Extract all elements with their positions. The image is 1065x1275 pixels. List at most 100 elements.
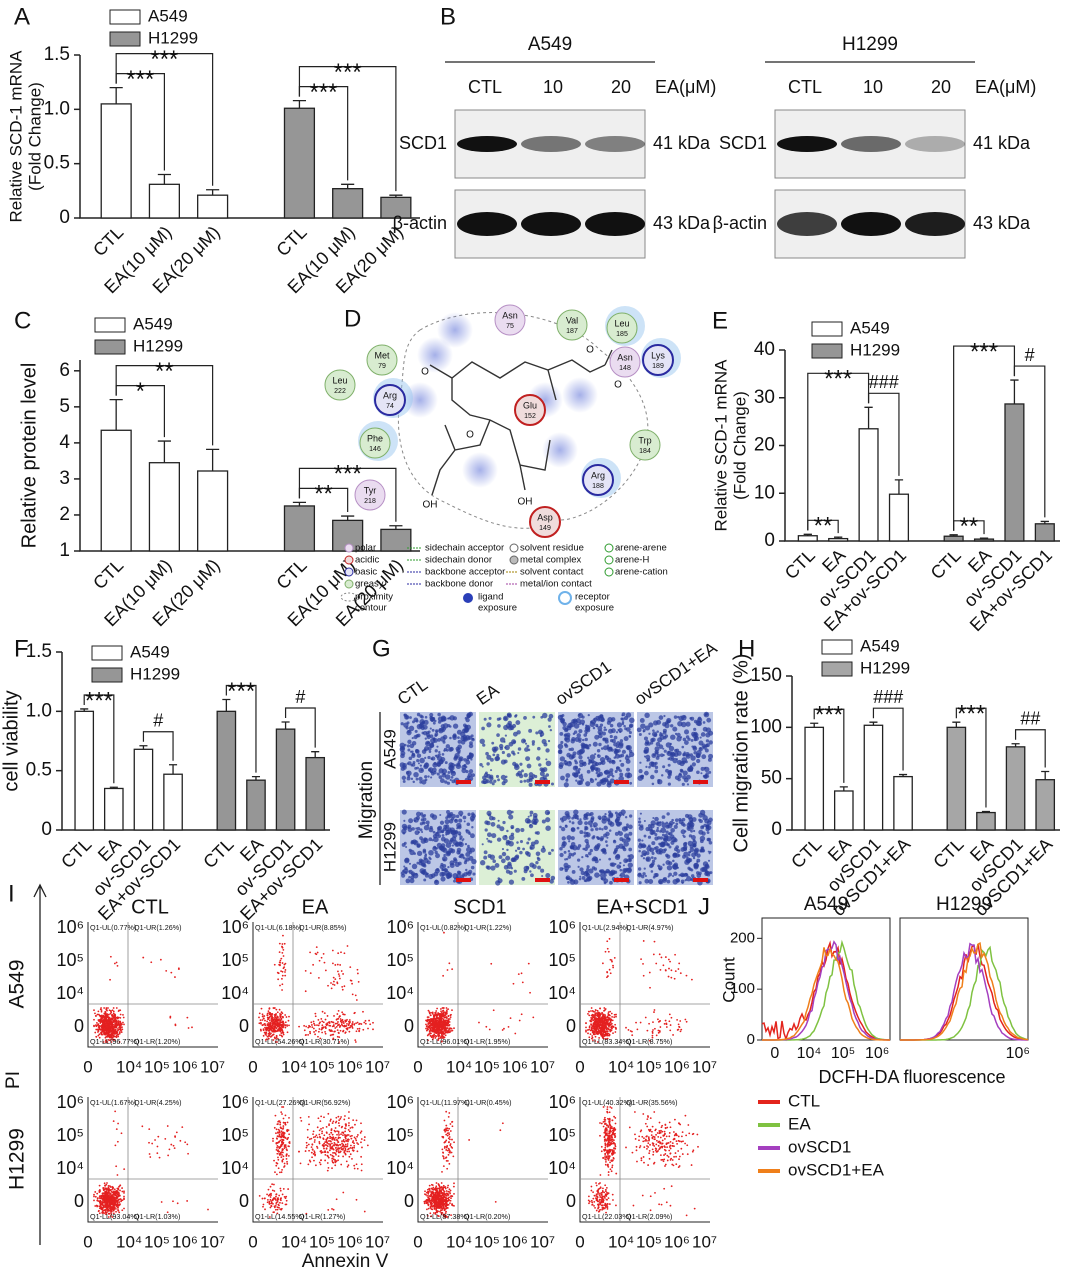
cell bbox=[611, 871, 615, 875]
event bbox=[122, 1013, 124, 1016]
cell bbox=[691, 835, 696, 840]
event bbox=[283, 942, 286, 945]
error-bar bbox=[1010, 379, 1019, 404]
cell bbox=[611, 738, 616, 744]
cell bbox=[653, 873, 658, 878]
error-bar bbox=[899, 773, 908, 777]
event bbox=[336, 1013, 339, 1015]
event bbox=[332, 983, 334, 986]
cell bbox=[562, 721, 567, 727]
event bbox=[635, 1021, 637, 1024]
scale-bar bbox=[456, 780, 471, 784]
cell bbox=[575, 779, 578, 782]
cell bbox=[571, 821, 575, 825]
event bbox=[331, 949, 334, 952]
cell bbox=[657, 737, 663, 743]
cell bbox=[413, 734, 418, 740]
cell bbox=[415, 811, 421, 817]
cell bbox=[579, 830, 584, 835]
cell bbox=[682, 753, 686, 757]
event bbox=[668, 967, 670, 970]
event bbox=[351, 1021, 354, 1023]
cell bbox=[641, 874, 645, 879]
cell bbox=[659, 836, 664, 840]
cell bbox=[584, 744, 588, 748]
cell bbox=[452, 735, 457, 741]
event bbox=[667, 975, 670, 978]
scale-bar bbox=[614, 780, 629, 784]
x-tick-label: 10⁴ bbox=[281, 1057, 307, 1076]
cell bbox=[541, 738, 547, 745]
event bbox=[358, 1029, 361, 1032]
event bbox=[111, 1033, 114, 1036]
event bbox=[103, 1033, 105, 1036]
cell bbox=[676, 736, 682, 742]
event bbox=[445, 1009, 448, 1012]
event bbox=[168, 1148, 171, 1151]
cell bbox=[536, 756, 541, 761]
y-tick-label: 1.0 bbox=[26, 700, 52, 721]
event bbox=[149, 1156, 152, 1158]
cell bbox=[506, 753, 511, 758]
x-tick-label: 10⁵ bbox=[144, 1057, 170, 1076]
cell bbox=[626, 745, 631, 750]
x-tick-label: CTL bbox=[272, 555, 310, 593]
event bbox=[358, 1027, 361, 1030]
legend-label: A549 bbox=[133, 314, 173, 333]
event bbox=[266, 1014, 269, 1017]
cell bbox=[436, 762, 441, 767]
cell bbox=[628, 831, 633, 836]
cell bbox=[589, 848, 593, 853]
blot-band bbox=[585, 212, 645, 236]
cell bbox=[505, 839, 510, 844]
cell bbox=[623, 833, 630, 839]
cell bbox=[666, 812, 670, 816]
cell bbox=[419, 721, 425, 727]
cell bbox=[496, 733, 500, 737]
cell bbox=[470, 833, 475, 839]
cell bbox=[584, 737, 588, 742]
event bbox=[311, 1026, 314, 1029]
cell bbox=[408, 875, 411, 879]
cell bbox=[601, 847, 607, 853]
cell bbox=[682, 854, 686, 859]
cell bbox=[448, 716, 451, 720]
event bbox=[159, 958, 162, 961]
event bbox=[334, 978, 337, 980]
event bbox=[276, 1029, 279, 1031]
cell bbox=[423, 748, 427, 752]
y-axis-label: cell viability bbox=[0, 690, 22, 791]
cell bbox=[406, 730, 412, 736]
legend-label: metal/ion contact bbox=[520, 579, 592, 590]
event bbox=[282, 1033, 285, 1036]
event bbox=[281, 943, 284, 945]
event bbox=[369, 1023, 372, 1026]
cell bbox=[613, 742, 618, 747]
cell bbox=[560, 740, 564, 745]
cell bbox=[625, 837, 631, 843]
event bbox=[601, 1016, 604, 1019]
cell bbox=[531, 742, 535, 746]
event bbox=[355, 1030, 358, 1033]
x-tick-label: 0 bbox=[413, 1057, 422, 1076]
cell bbox=[408, 725, 415, 732]
event bbox=[591, 1025, 594, 1027]
cell bbox=[545, 825, 551, 831]
cell bbox=[461, 873, 465, 877]
legend-label: polar bbox=[355, 543, 376, 554]
event bbox=[115, 1007, 118, 1009]
cell bbox=[641, 839, 644, 842]
cell bbox=[609, 734, 613, 739]
cell bbox=[485, 865, 490, 869]
cell bbox=[596, 749, 601, 753]
cell bbox=[564, 737, 571, 743]
cell bbox=[577, 865, 580, 868]
cell bbox=[668, 745, 675, 752]
cell bbox=[439, 814, 442, 817]
event bbox=[605, 1030, 608, 1033]
event bbox=[364, 1019, 367, 1022]
cell bbox=[414, 729, 418, 733]
cell bbox=[459, 853, 465, 859]
cell bbox=[568, 820, 572, 823]
cell bbox=[658, 744, 664, 749]
